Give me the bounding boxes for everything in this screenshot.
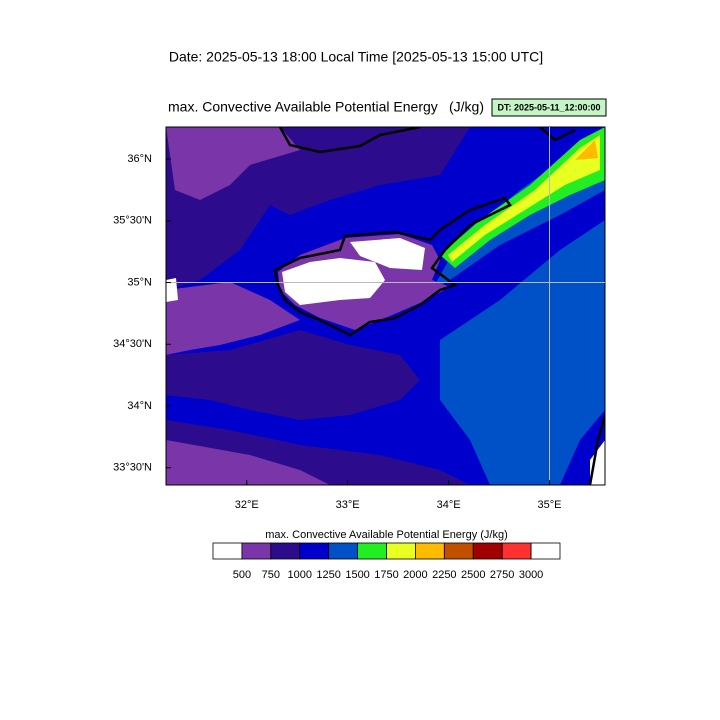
map-field	[166, 127, 605, 485]
colorbar-box	[212, 542, 243, 560]
colorbar-box	[270, 542, 301, 560]
colorbar-label: 1000	[288, 569, 312, 581]
plot-units: (J/kg)	[449, 99, 484, 115]
y-tick-label: 35°N	[127, 276, 152, 288]
colorbar-title: max. Convective Available Potential Ener…	[265, 529, 508, 541]
colorbar-box	[415, 542, 445, 560]
x-tick-label: 33°E	[336, 499, 360, 511]
colorbar-box	[241, 542, 272, 560]
colorbar-box	[386, 542, 416, 560]
y-tick-label: 36°N	[127, 153, 152, 165]
plot-title: max. Convective Available Potential Ener…	[168, 99, 438, 115]
x-tick-label: 32°E	[235, 499, 259, 511]
colorbar-label: 3000	[519, 569, 543, 581]
map-frame	[165, 126, 606, 486]
x-tick-label: 35°E	[538, 499, 562, 511]
colorbar-label: 1250	[316, 569, 340, 581]
date-line: Date: 2025-05-13 18:00 Local Time [2025-…	[169, 49, 543, 65]
colorbar-label: 1750	[374, 569, 398, 581]
x-tick-label: 34°E	[437, 499, 461, 511]
y-tick-label: 33°30'N	[113, 462, 152, 474]
colorbar-label: 2750	[490, 569, 514, 581]
colorbar-label: 1500	[345, 569, 369, 581]
colorbar-box	[328, 542, 358, 560]
colorbar-label: 2000	[403, 569, 427, 581]
colorbar-box	[443, 542, 474, 560]
y-tick-label: 34°30'N	[113, 338, 152, 350]
colorbar-box	[472, 542, 503, 560]
colorbar-box	[501, 542, 532, 560]
dt-label: DT: 2025-05-11_12:00:00	[497, 102, 600, 112]
colorbar-label: 500	[233, 569, 251, 581]
y-tick-label: 34°N	[127, 400, 152, 412]
colorbar-label: 2250	[432, 569, 456, 581]
colorbar-box	[530, 542, 561, 560]
colorbar-box	[357, 542, 387, 560]
y-tick-label: 35°30'N	[113, 215, 152, 227]
colorbar-box	[299, 542, 330, 560]
dt-box	[491, 98, 607, 117]
colorbar-label: 2500	[461, 569, 485, 581]
colorbar-label: 750	[262, 569, 280, 581]
